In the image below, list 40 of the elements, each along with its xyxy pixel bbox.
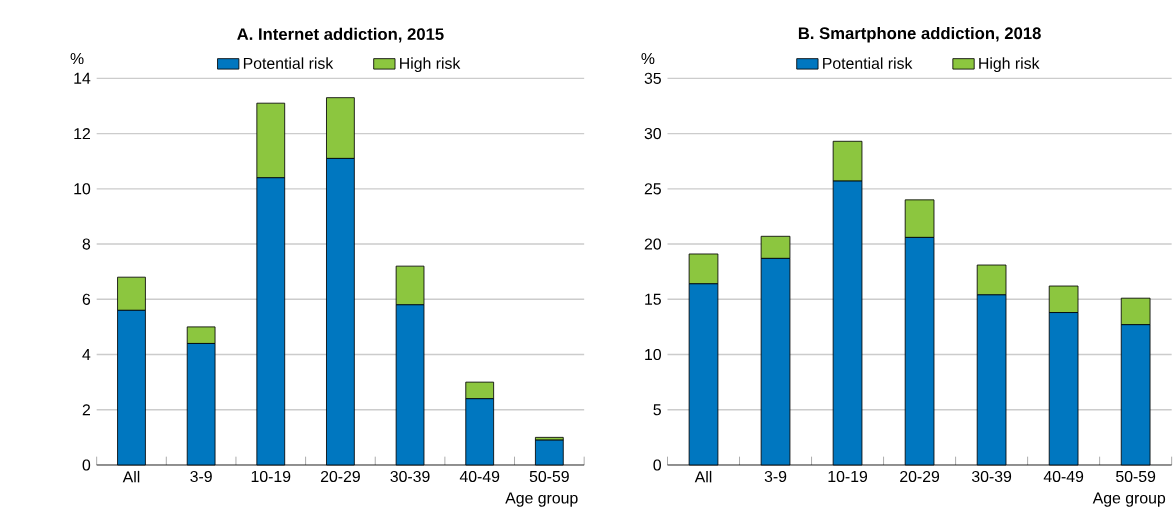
x-tick-label: 30-39 xyxy=(971,470,1012,482)
legend-label: Potential risk xyxy=(823,57,913,69)
chart-title: B. Smartphone addiction, 2018 xyxy=(798,26,1041,43)
legend-label: High risk xyxy=(979,57,1040,72)
x-tick-label: 50-59 xyxy=(1116,470,1156,482)
chart-title: A. Internet addiction, 2015 xyxy=(237,27,444,43)
y-tick-label: 6 xyxy=(82,293,91,305)
legend-label: High risk xyxy=(400,57,461,72)
x-tick-label: 20-29 xyxy=(320,470,360,482)
x-axis-title: Age group xyxy=(1092,492,1166,507)
x-axis-title: Age group xyxy=(505,492,578,507)
legend-label: Potential risk xyxy=(243,57,334,69)
y-tick-label: 2 xyxy=(82,404,90,416)
y-tick-label: 10 xyxy=(74,183,91,195)
x-tick-label: All xyxy=(122,470,140,483)
y-tick-label: 15 xyxy=(645,293,661,305)
y-tick-label: 35 xyxy=(644,72,661,84)
x-tick-label: 10-19 xyxy=(828,470,868,482)
y-tick-label: 5 xyxy=(653,404,661,416)
y-tick-label: 20 xyxy=(644,238,661,250)
x-tick-label: 50-59 xyxy=(529,470,569,482)
x-tick-label: 3-9 xyxy=(764,470,787,482)
x-tick-label: 20-29 xyxy=(900,470,940,482)
y-axis-title: % xyxy=(70,52,84,64)
y-axis-title: % xyxy=(641,52,655,64)
x-tick-label: All xyxy=(694,470,712,483)
y-tick-label: 4 xyxy=(82,348,91,360)
y-tick-label: 30 xyxy=(644,127,661,140)
y-tick-label: 8 xyxy=(82,238,91,250)
y-tick-label: 12 xyxy=(74,127,90,139)
x-tick-label: 3-9 xyxy=(190,470,212,482)
y-tick-label: 10 xyxy=(645,348,661,360)
y-tick-label: 0 xyxy=(653,459,661,471)
y-tick-label: 25 xyxy=(644,183,661,195)
y-tick-label: 0 xyxy=(82,459,91,471)
x-tick-label: 40-49 xyxy=(1043,470,1084,482)
x-tick-label: 10-19 xyxy=(251,470,291,482)
y-tick-label: 14 xyxy=(74,72,91,84)
x-tick-label: 30-39 xyxy=(390,470,430,482)
x-tick-label: 40-49 xyxy=(459,470,500,482)
